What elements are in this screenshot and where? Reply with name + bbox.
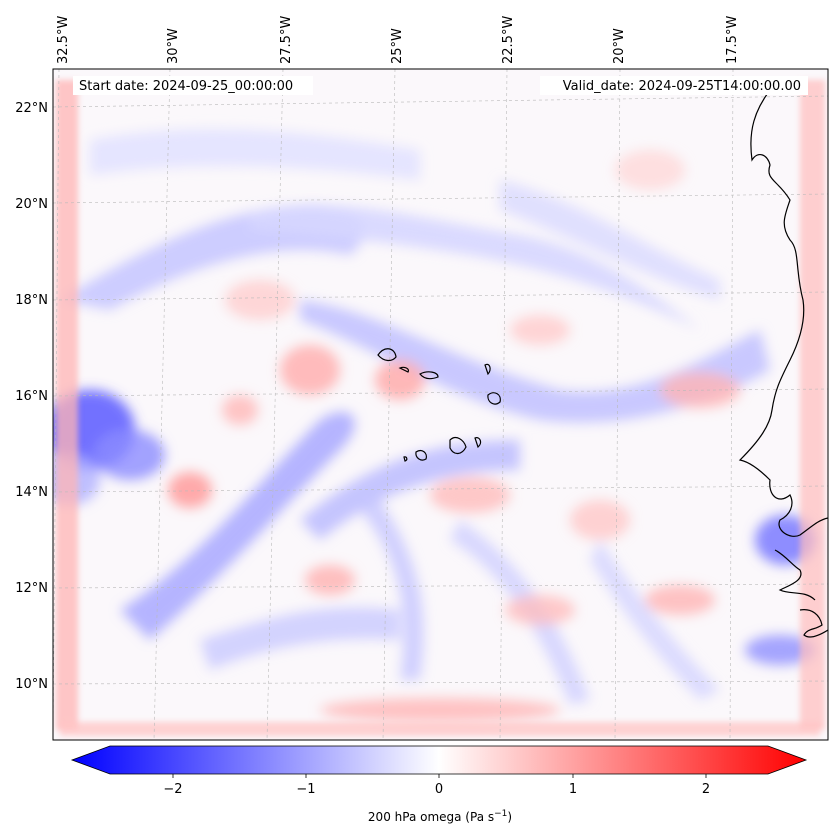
gridlines	[53, 69, 828, 740]
lat-label-20n: 20°N	[15, 197, 48, 212]
latitude-tick-labels: 22°N 20°N 18°N 16°N 14°N 12°N 10°N	[15, 101, 48, 692]
cape-verde-sao-vicente	[398, 366, 410, 373]
start-date-label: Start date: 2024-09-25_00:00:00	[79, 79, 293, 94]
longitude-tick-labels: 32.5°W 30°W 27.5°W 25°W 22.5°W 20°W 17.5…	[56, 16, 740, 64]
valid-date-label: Valid_date: 2024-09-25T14:00:00.00	[563, 79, 801, 94]
lat-label-18n: 18°N	[15, 293, 48, 308]
lon-label-32-5w: 32.5°W	[56, 16, 71, 64]
omega-boundary-artifacts	[56, 80, 825, 736]
cape-verde-maio	[474, 437, 482, 449]
cape-verde-sal	[484, 363, 491, 376]
lon-label-17-5w: 17.5°W	[725, 16, 740, 64]
omega-field	[53, 129, 815, 722]
valid-date-box	[540, 76, 808, 95]
lat-label-16n: 16°N	[15, 389, 48, 404]
cape-verde-boa-vista	[487, 392, 501, 405]
start-date-box	[73, 76, 313, 95]
lon-label-25w: 25°W	[390, 28, 405, 64]
lon-label-22-5w: 22.5°W	[501, 16, 516, 64]
colorbar-tick-0: 0	[435, 782, 443, 797]
cape-verde-santo-antao	[377, 348, 397, 362]
lon-label-20w: 20°W	[612, 28, 627, 64]
map-panel[interactable]: Start date: 2024-09-25_00:00:00 Valid_da…	[40, 68, 829, 741]
colorbar-tick-2: 2	[702, 782, 710, 797]
lon-label-27-5w: 27.5°W	[279, 16, 294, 64]
west-africa-coast	[738, 89, 828, 537]
map-frame	[52, 68, 829, 741]
colorbar-ticks	[172, 774, 707, 778]
cape-verde-fogo	[415, 449, 427, 461]
lat-label-10n: 10°N	[15, 677, 48, 692]
cape-verde-brava	[403, 456, 408, 462]
colorbar-label: 200 hPa omega (Pa s−1)	[368, 809, 512, 824]
lat-label-22n: 22°N	[15, 101, 48, 116]
coastlines	[377, 89, 828, 638]
colorbar-tick-neg1: −1	[296, 782, 315, 797]
colorbar-tick-neg2: −2	[163, 782, 182, 797]
cape-verde-sao-nicolau	[419, 371, 439, 380]
lat-label-12n: 12°N	[15, 581, 48, 596]
colorbar: −2 −1 0 1 2 200 hPa omega (Pa s−1)	[70, 745, 808, 824]
colorbar-bar	[70, 745, 808, 775]
cape-verde-santiago	[449, 436, 467, 455]
lat-label-14n: 14°N	[15, 485, 48, 500]
lon-label-30w: 30°W	[166, 28, 181, 64]
colorbar-tick-1: 1	[569, 782, 577, 797]
